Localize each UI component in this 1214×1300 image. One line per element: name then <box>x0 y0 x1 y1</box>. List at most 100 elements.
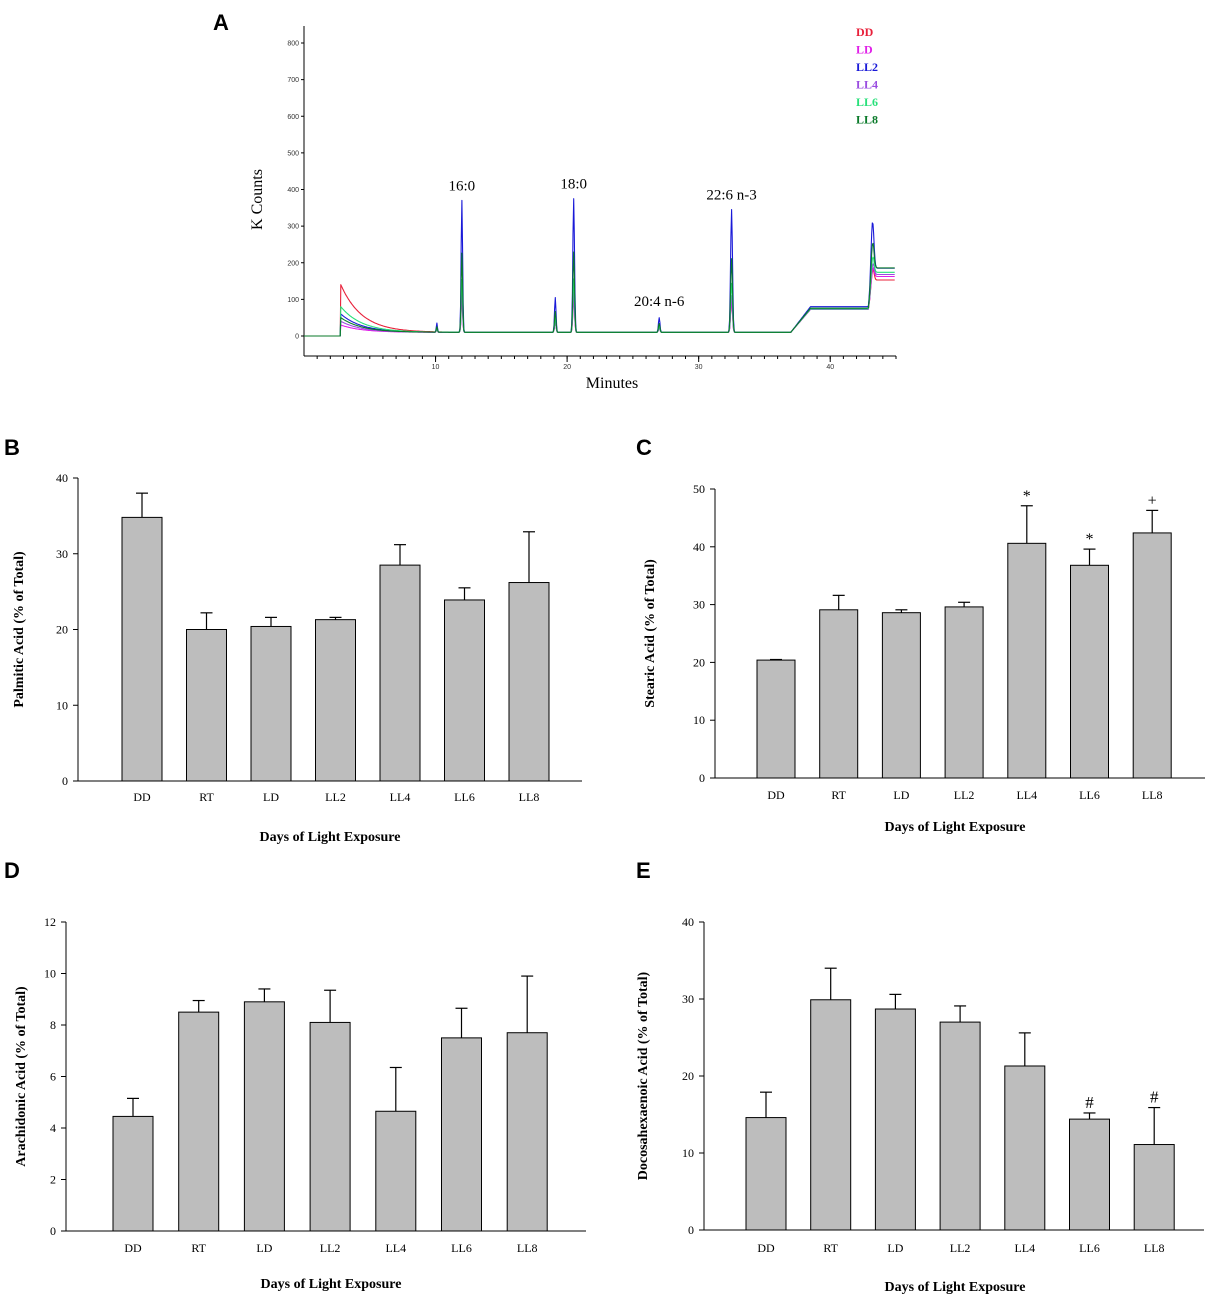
bar-dd <box>756 659 796 779</box>
panel-b-palmitic-chart: B 0 10 20 30 40 DD RT LD LL2 LL4 LL6 LL8 Palmitic Aci… <box>4 435 582 845</box>
y-tick-label: 10 <box>693 713 705 727</box>
y-tick-label: 8 <box>50 1018 56 1032</box>
x-axis-title: Minutes <box>586 375 638 392</box>
y-tick-label: 30 <box>682 992 694 1006</box>
bar-ld <box>881 612 921 779</box>
category-label: DD <box>133 790 151 804</box>
legend-entry: DD <box>856 25 874 39</box>
y-tick-label: 50 <box>693 482 705 496</box>
category-label: LD <box>893 788 909 802</box>
bar-ll6 <box>1069 1118 1110 1231</box>
y-tick-label: 0 <box>699 771 705 785</box>
y-tick-label: 40 <box>682 915 694 929</box>
bar-ld <box>250 625 292 782</box>
y-tick-label: 700 <box>287 77 299 84</box>
panel-a-chromatogram: A 0 100 200 300 400 500 600 700 800 10 20 30 40 16:0 18… <box>213 10 897 392</box>
category-label: LL4 <box>385 1241 406 1255</box>
bar-ll4 <box>1004 1065 1046 1231</box>
category-label: DD <box>124 1241 142 1255</box>
bar-rt <box>178 1011 220 1232</box>
y-axis-title: Docosahexaenoic Acid (% of Total) <box>636 971 651 1180</box>
category-label: LL6 <box>451 1241 472 1255</box>
y-tick-label: 10 <box>56 698 68 712</box>
trace-ll8 <box>304 242 895 337</box>
category-label: LL2 <box>320 1241 341 1255</box>
significance-marker: + <box>1148 492 1157 509</box>
x-tick-label: 20 <box>563 364 571 371</box>
y-tick-label: 500 <box>287 150 299 157</box>
panel-letter: C <box>636 435 652 460</box>
y-axis-title: K Counts <box>249 169 266 230</box>
x-axis-title: Days of Light Exposure <box>261 1277 402 1292</box>
significance-marker: # <box>1085 1093 1094 1112</box>
category-label: LL2 <box>325 790 346 804</box>
significance-marker: # <box>1150 1088 1159 1107</box>
y-tick-label: 100 <box>287 297 299 304</box>
category-label: LL6 <box>1079 788 1100 802</box>
legend-entry: LL4 <box>856 78 878 92</box>
peak-label: 18:0 <box>560 177 587 193</box>
y-tick-label: 0 <box>688 1223 694 1237</box>
y-axis-title: Arachidonic Acid (% of Total) <box>14 986 29 1167</box>
x-tick-label: 40 <box>826 364 834 371</box>
category-label: LL8 <box>519 790 540 804</box>
category-label: LD <box>256 1241 272 1255</box>
category-label: RT <box>191 1241 206 1255</box>
y-tick-label: 30 <box>693 598 705 612</box>
category-label: LD <box>887 1241 903 1255</box>
legend-entry: LL8 <box>856 113 878 127</box>
y-tick-label: 0 <box>50 1224 56 1238</box>
y-axis-title: Palmitic Acid (% of Total) <box>12 551 27 708</box>
x-tick-label: 30 <box>695 364 703 371</box>
bar-ll4 <box>379 564 421 782</box>
category-label: DD <box>757 1241 775 1255</box>
bar-dd <box>112 1115 154 1232</box>
y-tick-label: 800 <box>287 41 299 48</box>
bar-ll2 <box>315 619 356 782</box>
bar-ld <box>874 1008 916 1231</box>
bar-rt <box>810 999 852 1231</box>
panel-letter: E <box>636 858 651 883</box>
bar-ll6 <box>441 1037 482 1232</box>
legend-entry: LL6 <box>856 95 878 109</box>
panel-letter: D <box>4 858 20 883</box>
bar-ll2 <box>944 606 984 779</box>
bar-ll4 <box>1007 542 1047 779</box>
category-label: LL8 <box>1142 788 1163 802</box>
y-tick-label: 10 <box>44 967 56 981</box>
bar-ll8 <box>508 582 550 782</box>
x-axis-title: Days of Light Exposure <box>260 830 401 845</box>
category-label: LL4 <box>390 790 411 804</box>
bar-dd <box>745 1117 787 1231</box>
category-label: RT <box>831 788 846 802</box>
y-tick-label: 20 <box>682 1069 694 1083</box>
y-tick-label: 4 <box>50 1121 56 1135</box>
panel-letter: B <box>4 435 20 460</box>
significance-marker: * <box>1086 531 1094 548</box>
bar-dd <box>121 516 163 782</box>
category-label: LL4 <box>1016 788 1037 802</box>
bar-ll2 <box>939 1021 981 1231</box>
trace-ld <box>304 267 895 337</box>
category-label: LL8 <box>1144 1241 1165 1255</box>
y-tick-label: 0 <box>295 334 299 341</box>
x-axis-title: Days of Light Exposure <box>885 1280 1026 1295</box>
y-tick-label: 20 <box>693 655 705 669</box>
y-tick-label: 30 <box>56 547 68 561</box>
category-label: LL8 <box>517 1241 538 1255</box>
trace-ll4 <box>304 263 895 337</box>
bar-ll4 <box>375 1110 417 1232</box>
panel-c-stearic-chart: C 0 10 20 30 40 50 DD RT LD LL2 * LL4 * LL6 + LL8 Stearic… <box>636 435 1205 835</box>
peak-label: 22:6 n-3 <box>706 188 756 204</box>
bar-ll6 <box>1070 564 1109 779</box>
bar-ll8 <box>506 1032 548 1232</box>
y-tick-label: 12 <box>44 915 56 929</box>
y-tick-label: 20 <box>56 623 68 637</box>
trace-dd <box>304 269 895 337</box>
category-label: LL4 <box>1014 1241 1035 1255</box>
y-tick-label: 40 <box>56 471 68 485</box>
panel-d-arachidonic-chart: D 0 2 4 6 8 10 12 DD RT LD LL2 LL4 LL6 LL8 Arachidonic … <box>4 858 586 1292</box>
y-tick-label: 10 <box>682 1146 694 1160</box>
bar-rt <box>819 609 859 779</box>
